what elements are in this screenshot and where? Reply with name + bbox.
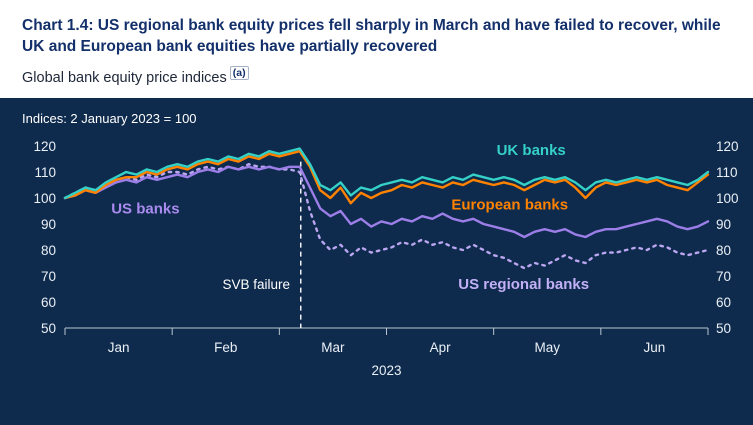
svg-text:60: 60 [41,295,56,310]
x-axis-year-label: 2023 [371,363,401,378]
footnote-a-link[interactable]: (a) [229,65,249,80]
chart-subtitle: Global bank equity price indices (a) [22,65,731,86]
svg-text:90: 90 [716,217,731,232]
indices-note: Indices: 2 January 2023 = 100 [22,110,197,126]
svg-text:120: 120 [716,139,739,154]
svg-text:110: 110 [34,165,56,180]
annotation-european-banks: European banks [451,196,568,213]
svg-text:50: 50 [41,321,56,336]
annotation-us-regional-banks: US regional banks [458,276,589,293]
x-tick-label-jun: Jun [644,340,666,355]
series-line-european-banks [63,149,710,205]
svg-text:110: 110 [716,165,738,180]
svg-text:120: 120 [33,139,56,154]
svg-text:60: 60 [716,295,731,310]
x-axis: Jan Feb Mar Apr May Jun 2023 [64,327,709,378]
series-line-us-banks [63,165,710,238]
svg-text:70: 70 [716,269,731,284]
annotation-uk-banks: UK banks [497,142,566,159]
annotation-us-banks: US banks [111,200,179,217]
svg-text:80: 80 [41,243,56,258]
x-tick-label-jan: Jan [108,340,130,355]
series-line-uk-banks [63,147,710,199]
annotation-svb-failure: SVB failure [223,277,291,292]
chart-subtitle-text: Global bank equity price indices [22,69,227,86]
x-tick-label-mar: Mar [321,340,345,355]
chart-header: Chart 1.4: US regional bank equity price… [0,0,753,98]
y-axis-labels-right: 50 60 70 80 90 100 110 120 [716,139,739,336]
svg-text:100: 100 [33,191,56,206]
y-axis-labels-left: 50 60 70 80 90 100 110 120 [33,139,56,336]
chart-panel: Indices: 2 January 2023 = 100 50 60 70 80 90… [0,97,753,425]
x-tick-label-may: May [534,340,560,355]
x-tick-label-feb: Feb [214,340,237,355]
series-line-us-regional-banks [63,162,710,270]
chart-title: Chart 1.4: US regional bank equity price… [22,17,721,55]
svg-text:70: 70 [41,269,56,284]
svg-text:100: 100 [716,191,739,206]
svg-text:50: 50 [716,321,731,336]
x-tick-label-apr: Apr [430,340,452,355]
bank-equity-line-chart: 50 60 70 80 90 100 110 120 50 60 70 80 90 100 110 120 Ja… [33,139,739,378]
svg-text:90: 90 [41,217,56,232]
svg-text:80: 80 [716,243,731,258]
